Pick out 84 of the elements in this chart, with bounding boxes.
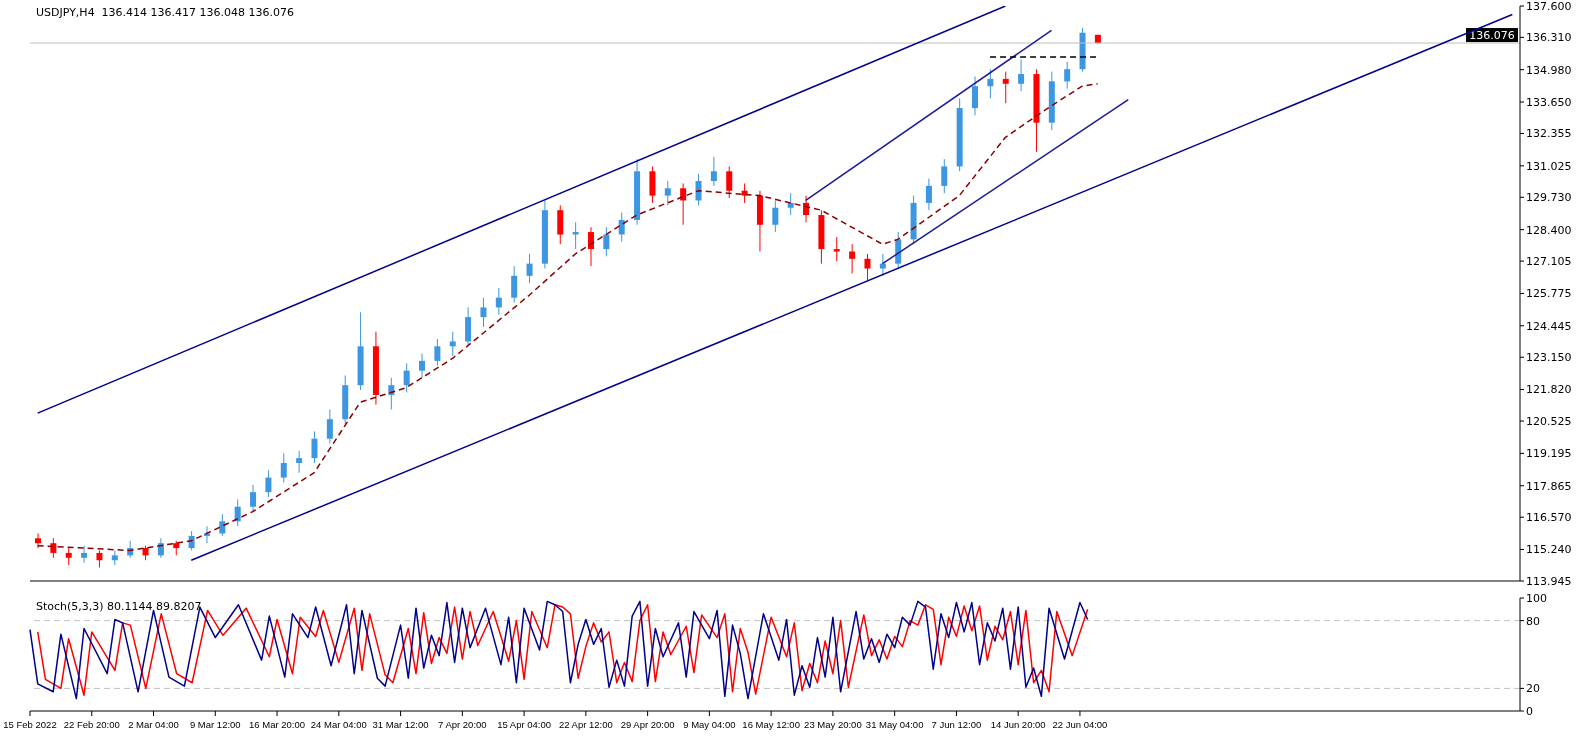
y-tick-label: 131.025 bbox=[1526, 159, 1572, 173]
y-tick-label: 123.150 bbox=[1526, 351, 1572, 365]
x-tick-label: 22 Feb 20:00 bbox=[63, 719, 120, 730]
y-tick-label: 117.865 bbox=[1526, 479, 1572, 493]
x-tick-label: 15 Apr 04:00 bbox=[497, 719, 552, 730]
candlestick bbox=[864, 253, 871, 282]
x-tick-label: 16 Mar 20:00 bbox=[249, 719, 306, 730]
candlestick bbox=[250, 484, 257, 513]
x-tick-label: 9 Mar 12:00 bbox=[189, 719, 241, 730]
candlestick bbox=[311, 430, 318, 464]
y-tick-label: 129.730 bbox=[1526, 191, 1572, 205]
candlestick bbox=[710, 156, 717, 187]
y-tick-label: 134.980 bbox=[1526, 63, 1572, 77]
y-tick-label: 115.240 bbox=[1526, 543, 1572, 557]
y-tick-label: 113.945 bbox=[1526, 574, 1572, 588]
candlestick bbox=[726, 165, 733, 199]
candlestick bbox=[511, 265, 518, 304]
y-tick-label: 0 bbox=[1526, 704, 1533, 718]
x-tick-label: 22 Apr 12:00 bbox=[558, 719, 613, 730]
y-tick-label: 137.600 bbox=[1526, 0, 1572, 13]
candlestick bbox=[419, 353, 426, 379]
candlestick bbox=[680, 182, 687, 226]
x-tick-label: 23 May 20:00 bbox=[804, 719, 862, 730]
y-tick-label: 127.105 bbox=[1526, 255, 1572, 269]
y-tick-label: 120.525 bbox=[1526, 414, 1572, 428]
ref-line-label: 136.076 bbox=[1469, 29, 1515, 43]
candlestick bbox=[434, 338, 441, 367]
candlestick bbox=[449, 331, 456, 357]
y-tick-label: 124.445 bbox=[1526, 319, 1572, 333]
y-tick-label: 128.400 bbox=[1526, 223, 1572, 237]
candlestick bbox=[941, 158, 948, 194]
candlestick bbox=[879, 253, 886, 277]
candlestick bbox=[1002, 71, 1009, 104]
y-tick-label: 119.195 bbox=[1526, 447, 1572, 461]
chart-title: USDJPY,H4 136.414 136.417 136.048 136.076 bbox=[36, 6, 295, 19]
candlestick bbox=[664, 180, 671, 206]
x-tick-label: 24 Mar 04:00 bbox=[310, 719, 367, 730]
candlestick bbox=[219, 513, 226, 537]
chart-title: Stoch(5,3,3) 80.1144 89.8207 bbox=[36, 600, 202, 613]
candlestick bbox=[772, 199, 779, 233]
x-tick-label: 16 May 12:00 bbox=[742, 719, 800, 730]
candlestick bbox=[526, 253, 533, 284]
y-tick-label: 125.775 bbox=[1526, 287, 1572, 301]
candlestick bbox=[188, 530, 195, 551]
y-tick-label: 133.650 bbox=[1526, 95, 1572, 109]
y-tick-label: 20 bbox=[1526, 682, 1540, 696]
candlestick bbox=[603, 226, 610, 257]
candlestick bbox=[480, 297, 487, 328]
candlestick bbox=[925, 178, 932, 211]
candlestick bbox=[833, 236, 840, 262]
y-tick-label: 80 bbox=[1526, 614, 1540, 628]
x-tick-label: 15 Feb 2022 bbox=[3, 719, 57, 730]
candlestick bbox=[987, 68, 994, 99]
x-tick-label: 2 Mar 04:00 bbox=[128, 719, 179, 730]
candlestick bbox=[326, 409, 333, 445]
y-tick-label: 132.355 bbox=[1526, 127, 1572, 141]
x-tick-label: 14 Jun 20:00 bbox=[990, 719, 1046, 730]
candlestick bbox=[35, 532, 41, 549]
candlestick bbox=[495, 287, 502, 316]
candlestick bbox=[1018, 58, 1025, 92]
candlestick bbox=[1064, 61, 1071, 90]
candlestick bbox=[849, 243, 856, 274]
x-tick-label: 29 Apr 20:00 bbox=[620, 719, 675, 730]
candlestick bbox=[296, 450, 303, 474]
candlestick bbox=[265, 469, 272, 498]
candlestick bbox=[587, 226, 594, 267]
candlestick bbox=[787, 192, 794, 216]
x-tick-label: 22 Jun 04:00 bbox=[1052, 719, 1108, 730]
candlestick bbox=[388, 377, 395, 411]
x-tick-label: 9 May 04:00 bbox=[683, 719, 736, 730]
y-tick-label: 100 bbox=[1526, 591, 1547, 605]
x-tick-label: 31 Mar 12:00 bbox=[372, 719, 429, 730]
candlestick bbox=[618, 212, 625, 243]
candlestick bbox=[81, 545, 88, 564]
y-tick-label: 121.820 bbox=[1526, 383, 1572, 397]
y-tick-label: 136.310 bbox=[1526, 31, 1572, 45]
y-tick-label: 116.570 bbox=[1526, 511, 1572, 525]
candlestick bbox=[972, 75, 979, 116]
x-tick-label: 7 Apr 20:00 bbox=[438, 719, 487, 730]
x-tick-label: 7 Jun 12:00 bbox=[931, 719, 982, 730]
candlestick bbox=[741, 182, 748, 204]
x-tick-label: 31 May 04:00 bbox=[865, 719, 924, 730]
candlestick bbox=[403, 362, 410, 393]
candlestick bbox=[280, 452, 287, 483]
